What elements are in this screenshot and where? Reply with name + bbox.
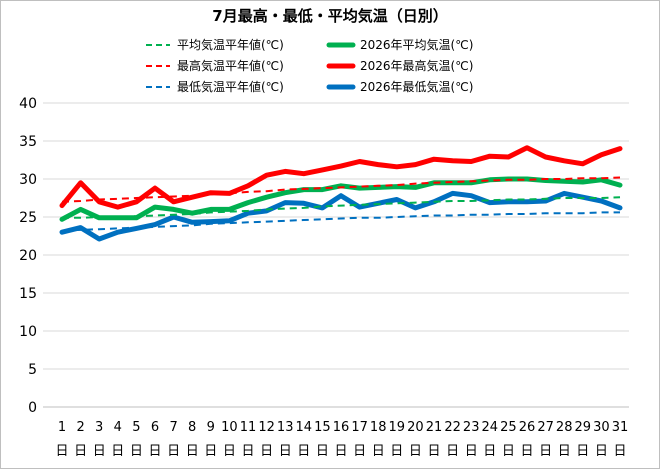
- x-tick-day-suffix: 日: [334, 444, 347, 459]
- y-tick-label: 15: [19, 286, 37, 302]
- y-tick-label: 5: [28, 362, 37, 378]
- x-tick-day-suffix: 日: [130, 444, 143, 459]
- x-tick-day-suffix: 日: [223, 444, 236, 459]
- x-tick-day-suffix: 日: [316, 444, 329, 459]
- x-tick-label: 12: [258, 420, 275, 435]
- x-tick-label: 3: [95, 420, 103, 435]
- x-tick-day-suffix: 日: [111, 444, 124, 459]
- x-tick-day-suffix: 日: [279, 444, 292, 459]
- x-tick-label: 6: [151, 420, 159, 435]
- series-line-6: [59, 190, 623, 242]
- x-tick-day-suffix: 日: [409, 444, 422, 459]
- series-line-4: [59, 176, 623, 222]
- x-tick-day-suffix: 日: [148, 444, 161, 459]
- x-tick-day-suffix: 日: [520, 444, 533, 459]
- x-tick-label: 13: [277, 420, 294, 435]
- series-line-1: [62, 196, 621, 219]
- x-tick-day-suffix: 日: [186, 444, 199, 459]
- x-tick-label: 14: [296, 420, 313, 435]
- y-tick-label: 20: [19, 248, 37, 264]
- x-tick-label: 7: [169, 420, 177, 435]
- x-tick-label: 22: [444, 420, 461, 435]
- x-tick-label: 18: [370, 420, 387, 435]
- y-tick-label: 0: [28, 400, 37, 416]
- x-tick-day-suffix: 日: [372, 444, 385, 459]
- x-tick-day-suffix: 日: [576, 444, 589, 459]
- x-tick-label: 27: [537, 420, 554, 435]
- legend: 平均気温平年値(℃) 最高気温平年値(℃) 最低気温平年値(℃) 2026年平均気温(…: [146, 37, 473, 94]
- x-tick-label: 31: [612, 420, 629, 435]
- series-line-3: [61, 211, 620, 232]
- x-tick-label: 15: [314, 420, 331, 435]
- x-tick-label: 9: [207, 420, 215, 435]
- x-tick-label: 8: [188, 420, 196, 435]
- x-tick-day-suffix: 日: [353, 444, 366, 459]
- x-tick-day-suffix: 日: [390, 444, 403, 459]
- gridlines: [43, 102, 629, 408]
- legend-label-2: 最高気温平年値(℃): [177, 58, 284, 73]
- x-tick-label: 10: [221, 420, 238, 435]
- legend-label-6: 2026年最低気温(℃): [360, 79, 473, 94]
- y-tick-label: 40: [19, 96, 37, 112]
- x-tick-day-suffix: 日: [297, 444, 310, 459]
- legend-label-5: 2026年最高気温(℃): [360, 58, 473, 73]
- x-tick-label: 21: [426, 420, 443, 435]
- y-tick-label: 30: [19, 172, 37, 188]
- x-tick-day-suffix: 日: [558, 444, 571, 459]
- x-tick-label: 5: [132, 420, 140, 435]
- x-tick-day-suffix: 日: [55, 444, 68, 459]
- legend-label-4: 2026年平均気温(℃): [360, 37, 473, 52]
- series-line-2: [61, 176, 621, 203]
- legend-label-1: 平均気温平年値(℃): [177, 37, 284, 52]
- x-tick-label: 19: [389, 420, 406, 435]
- x-tick-day-suffix: 日: [502, 444, 515, 459]
- x-tick-label: 16: [333, 420, 350, 435]
- x-tick-day-suffix: 日: [427, 444, 440, 459]
- x-tick-label: 11: [240, 420, 257, 435]
- x-tick-label: 17: [351, 420, 368, 435]
- x-tick-day-suffix: 日: [539, 444, 552, 459]
- x-tick-label: 29: [575, 420, 592, 435]
- y-tick-label: 35: [19, 134, 37, 150]
- chart-title: 7月最高・最低・平均気温（日別）: [212, 7, 447, 25]
- x-tick-label: 1: [58, 420, 66, 435]
- y-axis-ticks: 0 5 10 15 20 25 30 35 40: [19, 96, 37, 416]
- x-tick-day-suffix: 日: [613, 444, 626, 459]
- legend-label-3: 最低気温平年値(℃): [177, 79, 284, 94]
- x-tick-day-suffix: 日: [446, 444, 459, 459]
- series-line-5: [59, 145, 623, 210]
- x-tick-label: 4: [114, 420, 122, 435]
- series-lines: [59, 145, 623, 242]
- x-tick-day-suffix: 日: [204, 444, 217, 459]
- x-tick-day-suffix: 日: [93, 444, 106, 459]
- x-tick-label: 30: [593, 420, 610, 435]
- x-tick-day-suffix: 日: [483, 444, 496, 459]
- x-tick-label: 20: [407, 420, 424, 435]
- x-tick-label: 2: [76, 420, 84, 435]
- x-tick-day-suffix: 日: [241, 444, 254, 459]
- x-axis-ticks: 1日2日3日4日5日6日7日8日9日10日11日12日13日14日15日16日1…: [55, 420, 628, 459]
- y-tick-label: 10: [19, 324, 37, 340]
- x-tick-day-suffix: 日: [167, 444, 180, 459]
- x-tick-label: 24: [482, 420, 499, 435]
- x-tick-day-suffix: 日: [260, 444, 273, 459]
- x-tick-day-suffix: 日: [465, 444, 478, 459]
- x-tick-label: 26: [519, 420, 536, 435]
- x-tick-label: 28: [556, 420, 573, 435]
- y-tick-label: 25: [19, 210, 37, 226]
- x-tick-label: 23: [463, 420, 480, 435]
- x-tick-label: 25: [500, 420, 517, 435]
- x-tick-day-suffix: 日: [74, 444, 87, 459]
- x-tick-day-suffix: 日: [595, 444, 608, 459]
